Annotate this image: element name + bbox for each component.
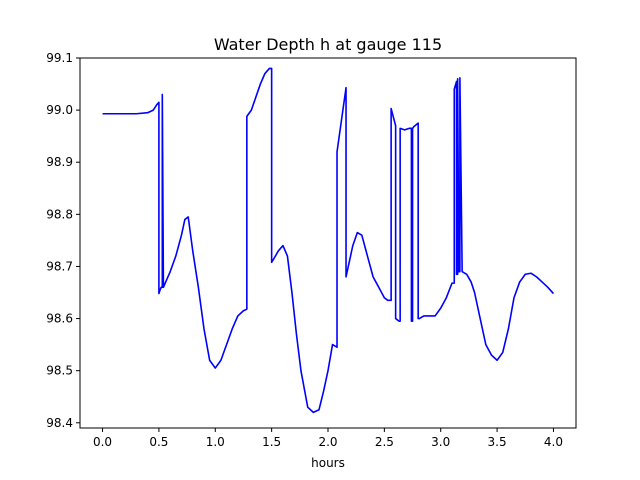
series-line-0 <box>102 67 555 414</box>
chart-title: Water Depth h at gauge 115 <box>214 35 442 54</box>
y-tick-label: 99.1 <box>46 51 73 65</box>
y-tick-label: 98.9 <box>46 155 73 169</box>
x-tick-label: 4.0 <box>544 435 563 449</box>
y-tick-label: 98.4 <box>46 416 73 430</box>
x-tick-label: 0.5 <box>149 435 168 449</box>
x-tick-label: 1.5 <box>262 435 281 449</box>
y-tick-label: 98.7 <box>46 259 73 273</box>
y-tick-label: 98.8 <box>46 207 73 221</box>
plot-area <box>102 67 555 414</box>
y-tick-label: 98.6 <box>46 312 73 326</box>
x-tick-label: 1.0 <box>206 435 225 449</box>
y-tick-label: 99.0 <box>46 103 73 117</box>
x-tick-label: 2.5 <box>375 435 394 449</box>
x-tick-label: 0.0 <box>93 435 112 449</box>
y-tick-label: 98.5 <box>46 364 73 378</box>
x-axis: 0.0 0.5 1.0 1.5 2.0 2.5 3.0 3.5 4.0 <box>93 428 563 449</box>
x-tick-label: 3.0 <box>431 435 450 449</box>
y-axis: 98.4 98.5 98.6 98.7 98.8 98.9 99.0 99.1 <box>46 51 80 430</box>
x-tick-label: 2.0 <box>318 435 337 449</box>
plot-frame <box>79 57 577 429</box>
x-tick-label: 3.5 <box>488 435 507 449</box>
x-axis-label: hours <box>311 456 345 470</box>
